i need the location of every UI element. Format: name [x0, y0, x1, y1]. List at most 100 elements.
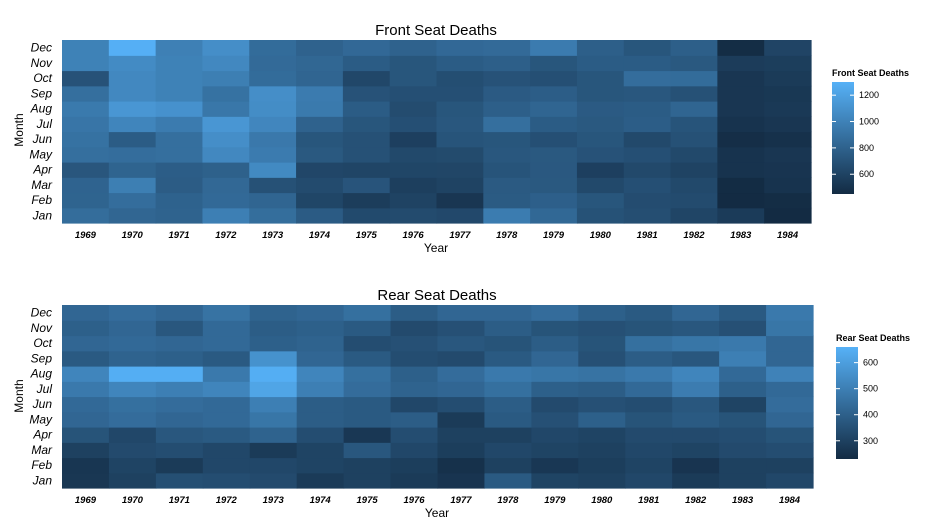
rear-cell-1983-apr: [719, 427, 767, 443]
front-cell-1982-sep: [670, 85, 718, 102]
rear-cell-1973-jul: [249, 381, 298, 398]
front-cell-1978-mar: [483, 177, 531, 194]
rear-cell-1979-sep: [531, 350, 579, 367]
front-cell-1977-oct: [436, 70, 484, 87]
front-cell-1984-sep: [764, 85, 812, 102]
rear-cell-1978-feb: [484, 457, 532, 474]
front-cell-1977-mar: [436, 177, 484, 194]
front-cell-1977-jun: [436, 131, 484, 148]
front-cell-1979-jan: [530, 207, 578, 224]
front-cell-1979-jul: [530, 116, 578, 133]
rear-cell-1979-apr: [531, 427, 579, 443]
rear-cell-1973-jun: [249, 396, 298, 413]
rear-cell-1969-apr: [62, 427, 110, 443]
rear-cell-1978-jan: [484, 472, 532, 489]
front-cell-1969-sep: [62, 85, 110, 102]
rear-cell-1983-jul: [719, 381, 767, 398]
front-legend-ticks: 600 800 1000 1200: [832, 90, 879, 179]
rear-year-tick-1983: 1983: [732, 495, 754, 506]
rear-cell-1978-sep: [484, 350, 532, 367]
front-cell-1969-feb: [62, 192, 110, 209]
front-year-tick-1971: 1971: [168, 230, 189, 241]
front-cell-1971-dec: [155, 40, 204, 56]
front-cell-1971-apr: [155, 162, 204, 178]
front-month-tick-mar: Mar: [31, 178, 53, 192]
front-cell-1976-sep: [389, 85, 438, 102]
front-cell-1984-nov: [764, 55, 812, 72]
rear-cell-1971-apr: [155, 427, 204, 443]
front-cell-1976-aug: [389, 101, 438, 117]
rear-cell-1976-aug: [390, 366, 439, 382]
rear-cell-1983-oct: [719, 335, 767, 352]
front-cell-1981-jul: [623, 116, 672, 133]
rear-cell-1971-jan: [155, 472, 204, 489]
rear-cell-1979-jul: [531, 381, 579, 398]
rear-cell-1977-may: [437, 411, 486, 428]
rear-cell-1983-may: [719, 411, 767, 428]
rear-cell-1969-aug: [62, 366, 110, 382]
rear-cell-1981-may: [625, 411, 673, 428]
rear-cell-1982-may: [672, 411, 720, 428]
rear-cell-1979-mar: [531, 442, 579, 459]
rear-month-tick-apr: Apr: [32, 428, 53, 442]
rear-cell-1980-oct: [578, 335, 626, 352]
rear-cell-1975-may: [343, 411, 392, 428]
front-cell-1970-dec: [108, 40, 157, 56]
rear-cell-1978-may: [484, 411, 532, 428]
rear-cell-1980-sep: [578, 350, 626, 367]
rear-year-tick-1972: 1972: [216, 495, 238, 506]
front-cell-1977-aug: [436, 101, 484, 117]
rear-cell-1982-jun: [672, 396, 720, 413]
front-month-tick-feb: Feb: [31, 193, 52, 207]
rear-month-tick-feb: Feb: [31, 458, 52, 472]
front-cell-1972-oct: [202, 70, 250, 87]
front-cell-1983-aug: [717, 101, 765, 117]
rear-cell-1977-dec: [437, 305, 486, 321]
rear-legend-ticks: 300 400 500 600: [836, 358, 878, 446]
front-cell-1982-dec: [670, 40, 718, 56]
front-cell-1981-mar: [623, 177, 672, 194]
front-cell-1980-jan: [576, 207, 625, 224]
front-cell-1984-jun: [764, 131, 812, 148]
front-cell-1970-feb: [108, 192, 157, 209]
rear-year-tick-1980: 1980: [591, 495, 613, 506]
rear-cell-1970-jan: [108, 472, 157, 489]
front-cell-1969-jan: [62, 207, 110, 224]
front-cell-1980-feb: [576, 192, 625, 209]
rear-cell-1973-may: [249, 411, 298, 428]
front-cell-1973-aug: [249, 101, 297, 117]
rear-cell-1974-aug: [296, 366, 345, 382]
front-cell-1983-jul: [717, 116, 765, 133]
front-cell-1984-jan: [764, 207, 812, 224]
rear-cell-1984-sep: [766, 350, 814, 367]
rear-cell-1981-dec: [625, 305, 673, 321]
front-cell-1980-nov: [576, 55, 625, 72]
front-cell-1976-jan: [389, 207, 438, 224]
front-cell-1984-dec: [764, 40, 812, 56]
front-cell-1970-may: [108, 146, 157, 163]
rear-cell-1983-jan: [719, 472, 767, 489]
front-year-tick-1972: 1972: [215, 230, 237, 241]
rear-cell-1969-feb: [62, 457, 110, 474]
rear-cell-1977-nov: [437, 320, 486, 337]
front-cell-1978-feb: [483, 192, 531, 209]
rear-cell-1976-jan: [390, 472, 439, 489]
front-month-tick-jan: Jan: [32, 208, 53, 222]
rear-cell-1975-feb: [343, 457, 392, 474]
rear-cell-1984-apr: [766, 427, 814, 443]
front-cell-1983-sep: [717, 85, 765, 102]
front-cell-1976-jul: [389, 116, 438, 133]
rear-heatmap-cells: [62, 305, 814, 489]
rear-cell-1980-nov: [578, 320, 626, 337]
rear-cell-1980-jan: [578, 472, 626, 489]
front-cell-1975-jun: [342, 131, 391, 148]
front-cell-1974-oct: [296, 70, 344, 87]
rear-cell-1983-dec: [719, 305, 767, 321]
rear-cell-1977-aug: [437, 366, 486, 382]
rear-cell-1982-dec: [672, 305, 720, 321]
front-cell-1983-may: [717, 146, 765, 163]
rear-cell-1984-mar: [766, 442, 814, 459]
front-cell-1973-jun: [249, 131, 297, 148]
rear-cell-1978-mar: [484, 442, 532, 459]
